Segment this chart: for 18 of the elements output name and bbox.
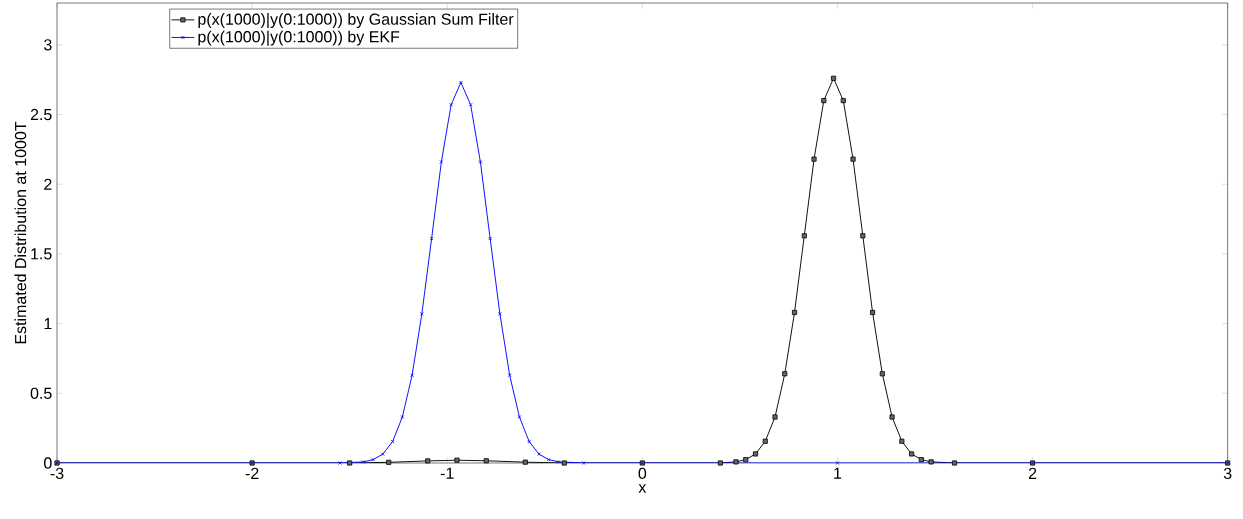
x-tick-label: 3 xyxy=(1223,467,1232,480)
legend-label: p(x(1000)|y(0:1000)) by Gaussian Sum Filter xyxy=(198,13,514,29)
y-tick-label: 2 xyxy=(44,178,52,190)
y-tick-label: 0 xyxy=(44,457,52,469)
y-tick-label: 2.5 xyxy=(30,108,52,121)
x-axis-title: x xyxy=(638,484,647,493)
y-tick-label: 1.5 xyxy=(31,248,52,260)
y-tick-label: 3 xyxy=(44,39,52,51)
legend-label: p(x(1000)|y(0:1000)) by EKF xyxy=(198,30,400,46)
x-tick-label: 2 xyxy=(1028,467,1037,479)
x-tick-label: 1 xyxy=(834,467,842,479)
y-tick-label: 0.5 xyxy=(30,387,52,399)
y-tick-label: 1 xyxy=(44,318,52,330)
x-tick-label: -2 xyxy=(245,467,259,479)
y-axis-title: Estimated Distribution at 1000T xyxy=(14,121,27,344)
x-tick-label: -3 xyxy=(50,467,64,480)
x-tick-label: -1 xyxy=(440,467,454,479)
x-tick-label: 0 xyxy=(638,467,647,480)
